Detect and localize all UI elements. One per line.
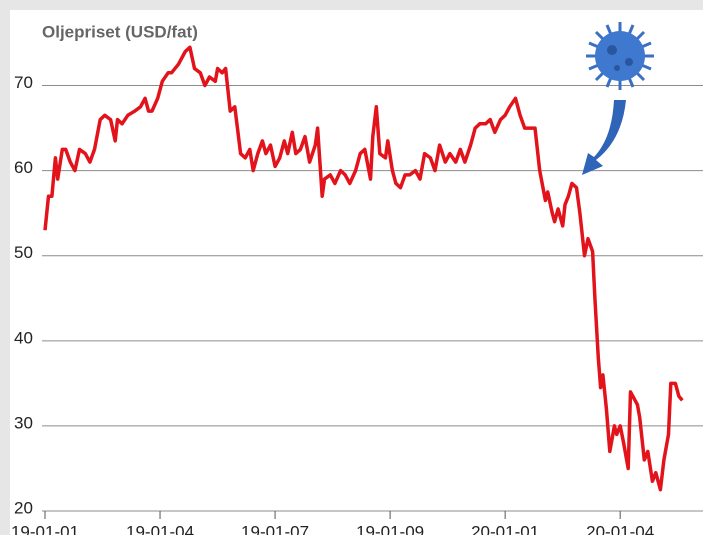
y-tick-label: 40	[14, 328, 33, 347]
price-line	[43, 45, 684, 492]
x-tick-label: 19-01-09	[356, 522, 424, 535]
y-tick-label: 70	[14, 73, 33, 92]
chart-title: Oljepriset (USD/fat)	[42, 22, 198, 41]
y-tick-label: 60	[14, 158, 33, 177]
panel	[10, 10, 703, 535]
x-tick-label: 19-01-01	[11, 522, 79, 535]
x-tick-label: 20-01-04	[586, 522, 654, 535]
y-tick-label: 50	[14, 243, 33, 262]
x-tick-label: 20-01-01	[471, 522, 539, 535]
plot: 20 30 40 50 60 70 19-01-01 19-01-04 19-01-07 19-0…	[11, 45, 703, 535]
x-tick-label: 19-01-07	[241, 522, 309, 535]
x-tick-label: 19-01-04	[126, 522, 194, 535]
y-tick-label: 30	[14, 413, 33, 432]
virus-icon	[586, 22, 654, 90]
arrow	[582, 100, 626, 175]
y-tick-label: 20	[14, 498, 33, 517]
